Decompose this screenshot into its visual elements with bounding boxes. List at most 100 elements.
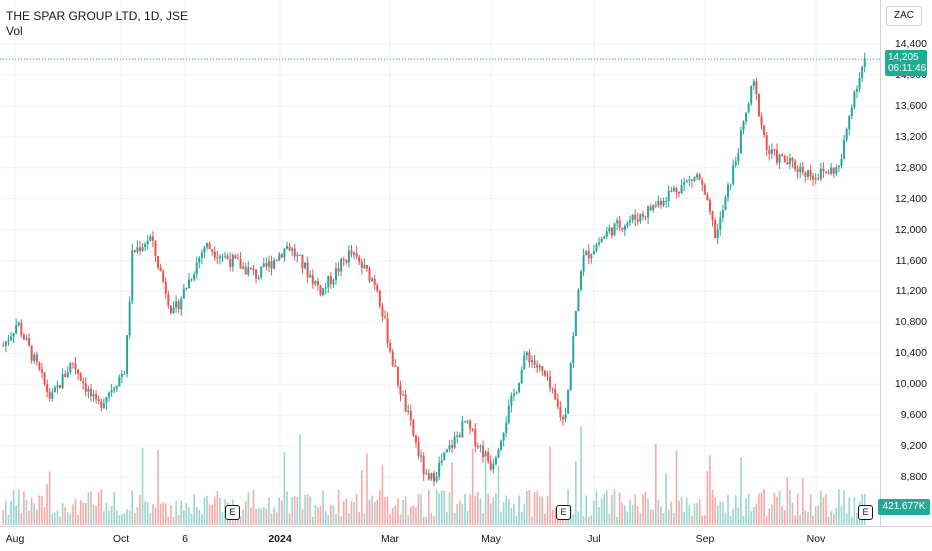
volume-bar bbox=[786, 477, 789, 525]
volume-bar bbox=[642, 494, 644, 525]
candle-body bbox=[809, 170, 812, 177]
time-axis[interactable]: Aug Oct 6 2024 Mar May Jul Sep Nov bbox=[0, 526, 932, 551]
volume-bar bbox=[505, 495, 508, 525]
volume-bar bbox=[853, 497, 856, 525]
price-axis[interactable]: 14,40014,00013,60013,20012,80012,40012,0… bbox=[880, 0, 932, 526]
candle-body bbox=[690, 179, 693, 181]
earnings-marker[interactable]: E bbox=[556, 505, 571, 520]
candle-body bbox=[316, 281, 319, 286]
volume-bar bbox=[719, 501, 722, 525]
volume-bar bbox=[422, 516, 425, 525]
volume-bar bbox=[732, 508, 734, 525]
volume-bar bbox=[520, 511, 523, 525]
price-tick-label: 11,600 bbox=[895, 254, 927, 267]
candle-body bbox=[288, 246, 291, 251]
volume-bar bbox=[507, 498, 510, 525]
candle-body bbox=[195, 262, 198, 275]
volume-bar bbox=[639, 512, 642, 525]
volume-bar bbox=[464, 494, 466, 525]
volume-bar bbox=[688, 505, 691, 525]
candle-body bbox=[610, 227, 613, 236]
volume-bar bbox=[193, 494, 195, 525]
last-price-value: 14,205 bbox=[888, 52, 919, 63]
price-tick-label: 12,800 bbox=[894, 161, 927, 174]
volume-bar bbox=[750, 511, 753, 525]
volume-bar bbox=[440, 490, 443, 525]
volume-bar bbox=[324, 510, 327, 525]
volume-bar bbox=[335, 514, 337, 525]
volume-bar bbox=[270, 513, 273, 525]
volume-bar bbox=[469, 494, 471, 525]
candle-body bbox=[770, 149, 773, 154]
volume-bar bbox=[773, 493, 776, 525]
candle-body bbox=[185, 288, 188, 290]
candle-body bbox=[631, 214, 634, 221]
volume-bar bbox=[252, 489, 255, 525]
volume-bar bbox=[554, 508, 557, 525]
candle-body bbox=[187, 279, 190, 289]
volume-bar bbox=[794, 515, 796, 525]
volume-bar bbox=[430, 512, 433, 525]
volume-bar bbox=[636, 506, 639, 525]
candle-body bbox=[500, 440, 503, 450]
earnings-marker[interactable]: E bbox=[225, 505, 240, 520]
volume-bar bbox=[296, 496, 299, 525]
candle-body bbox=[582, 255, 585, 272]
volume-bar bbox=[587, 516, 590, 525]
volume-bar bbox=[82, 502, 85, 525]
volume-bar bbox=[474, 495, 477, 525]
candle-body bbox=[296, 254, 299, 257]
currency-button[interactable]: ZAC bbox=[886, 6, 922, 26]
candle-body bbox=[306, 262, 309, 278]
volume-bar bbox=[781, 505, 783, 525]
volume-bar bbox=[631, 504, 634, 525]
volume-bar bbox=[389, 514, 391, 525]
candle-body bbox=[685, 180, 688, 182]
volume-bar bbox=[208, 504, 211, 525]
volume-bar bbox=[384, 497, 386, 525]
volume-bar bbox=[791, 502, 794, 525]
volume-bar bbox=[131, 490, 134, 525]
volume-bar bbox=[319, 505, 322, 525]
candle-body bbox=[221, 256, 224, 258]
candle-body bbox=[737, 153, 740, 162]
candle-body bbox=[603, 236, 606, 239]
volume-bar bbox=[685, 497, 688, 525]
candle-body bbox=[105, 397, 108, 403]
candle-body bbox=[239, 259, 242, 269]
candle-body bbox=[618, 220, 621, 228]
candle-body bbox=[745, 112, 748, 122]
volume-bar bbox=[12, 489, 15, 525]
candle-body bbox=[378, 290, 381, 307]
volume-bar bbox=[533, 492, 536, 525]
candle-body bbox=[304, 262, 307, 269]
candle-body bbox=[438, 462, 441, 477]
candle-body bbox=[4, 341, 7, 346]
candle-body bbox=[84, 383, 87, 392]
volume-bar bbox=[510, 507, 513, 525]
candle-body bbox=[765, 135, 768, 151]
volume-bar bbox=[556, 516, 559, 525]
volume-bar bbox=[41, 496, 43, 525]
volume-bar bbox=[665, 473, 667, 525]
volume-bar bbox=[85, 503, 87, 525]
candle-body bbox=[732, 165, 735, 185]
candle-body bbox=[507, 406, 510, 423]
candle-body bbox=[77, 369, 80, 374]
candle-body bbox=[420, 455, 423, 457]
candle-body bbox=[853, 91, 856, 108]
candle-body bbox=[463, 421, 466, 423]
volume-bar bbox=[77, 514, 79, 525]
chart-title: THE SPAR GROUP LTD, 1D, JSE bbox=[6, 9, 189, 23]
candle-body bbox=[190, 279, 193, 281]
volume-bar bbox=[345, 499, 348, 525]
price-tick-label: 13,200 bbox=[894, 130, 927, 143]
candle-body bbox=[739, 130, 742, 154]
price-tick-label: 8,800 bbox=[900, 471, 927, 484]
candle-body bbox=[334, 268, 337, 281]
earnings-marker[interactable]: E bbox=[858, 505, 873, 520]
candle-body bbox=[549, 376, 552, 389]
volume-bar bbox=[216, 490, 219, 525]
volume-bar bbox=[649, 509, 652, 525]
